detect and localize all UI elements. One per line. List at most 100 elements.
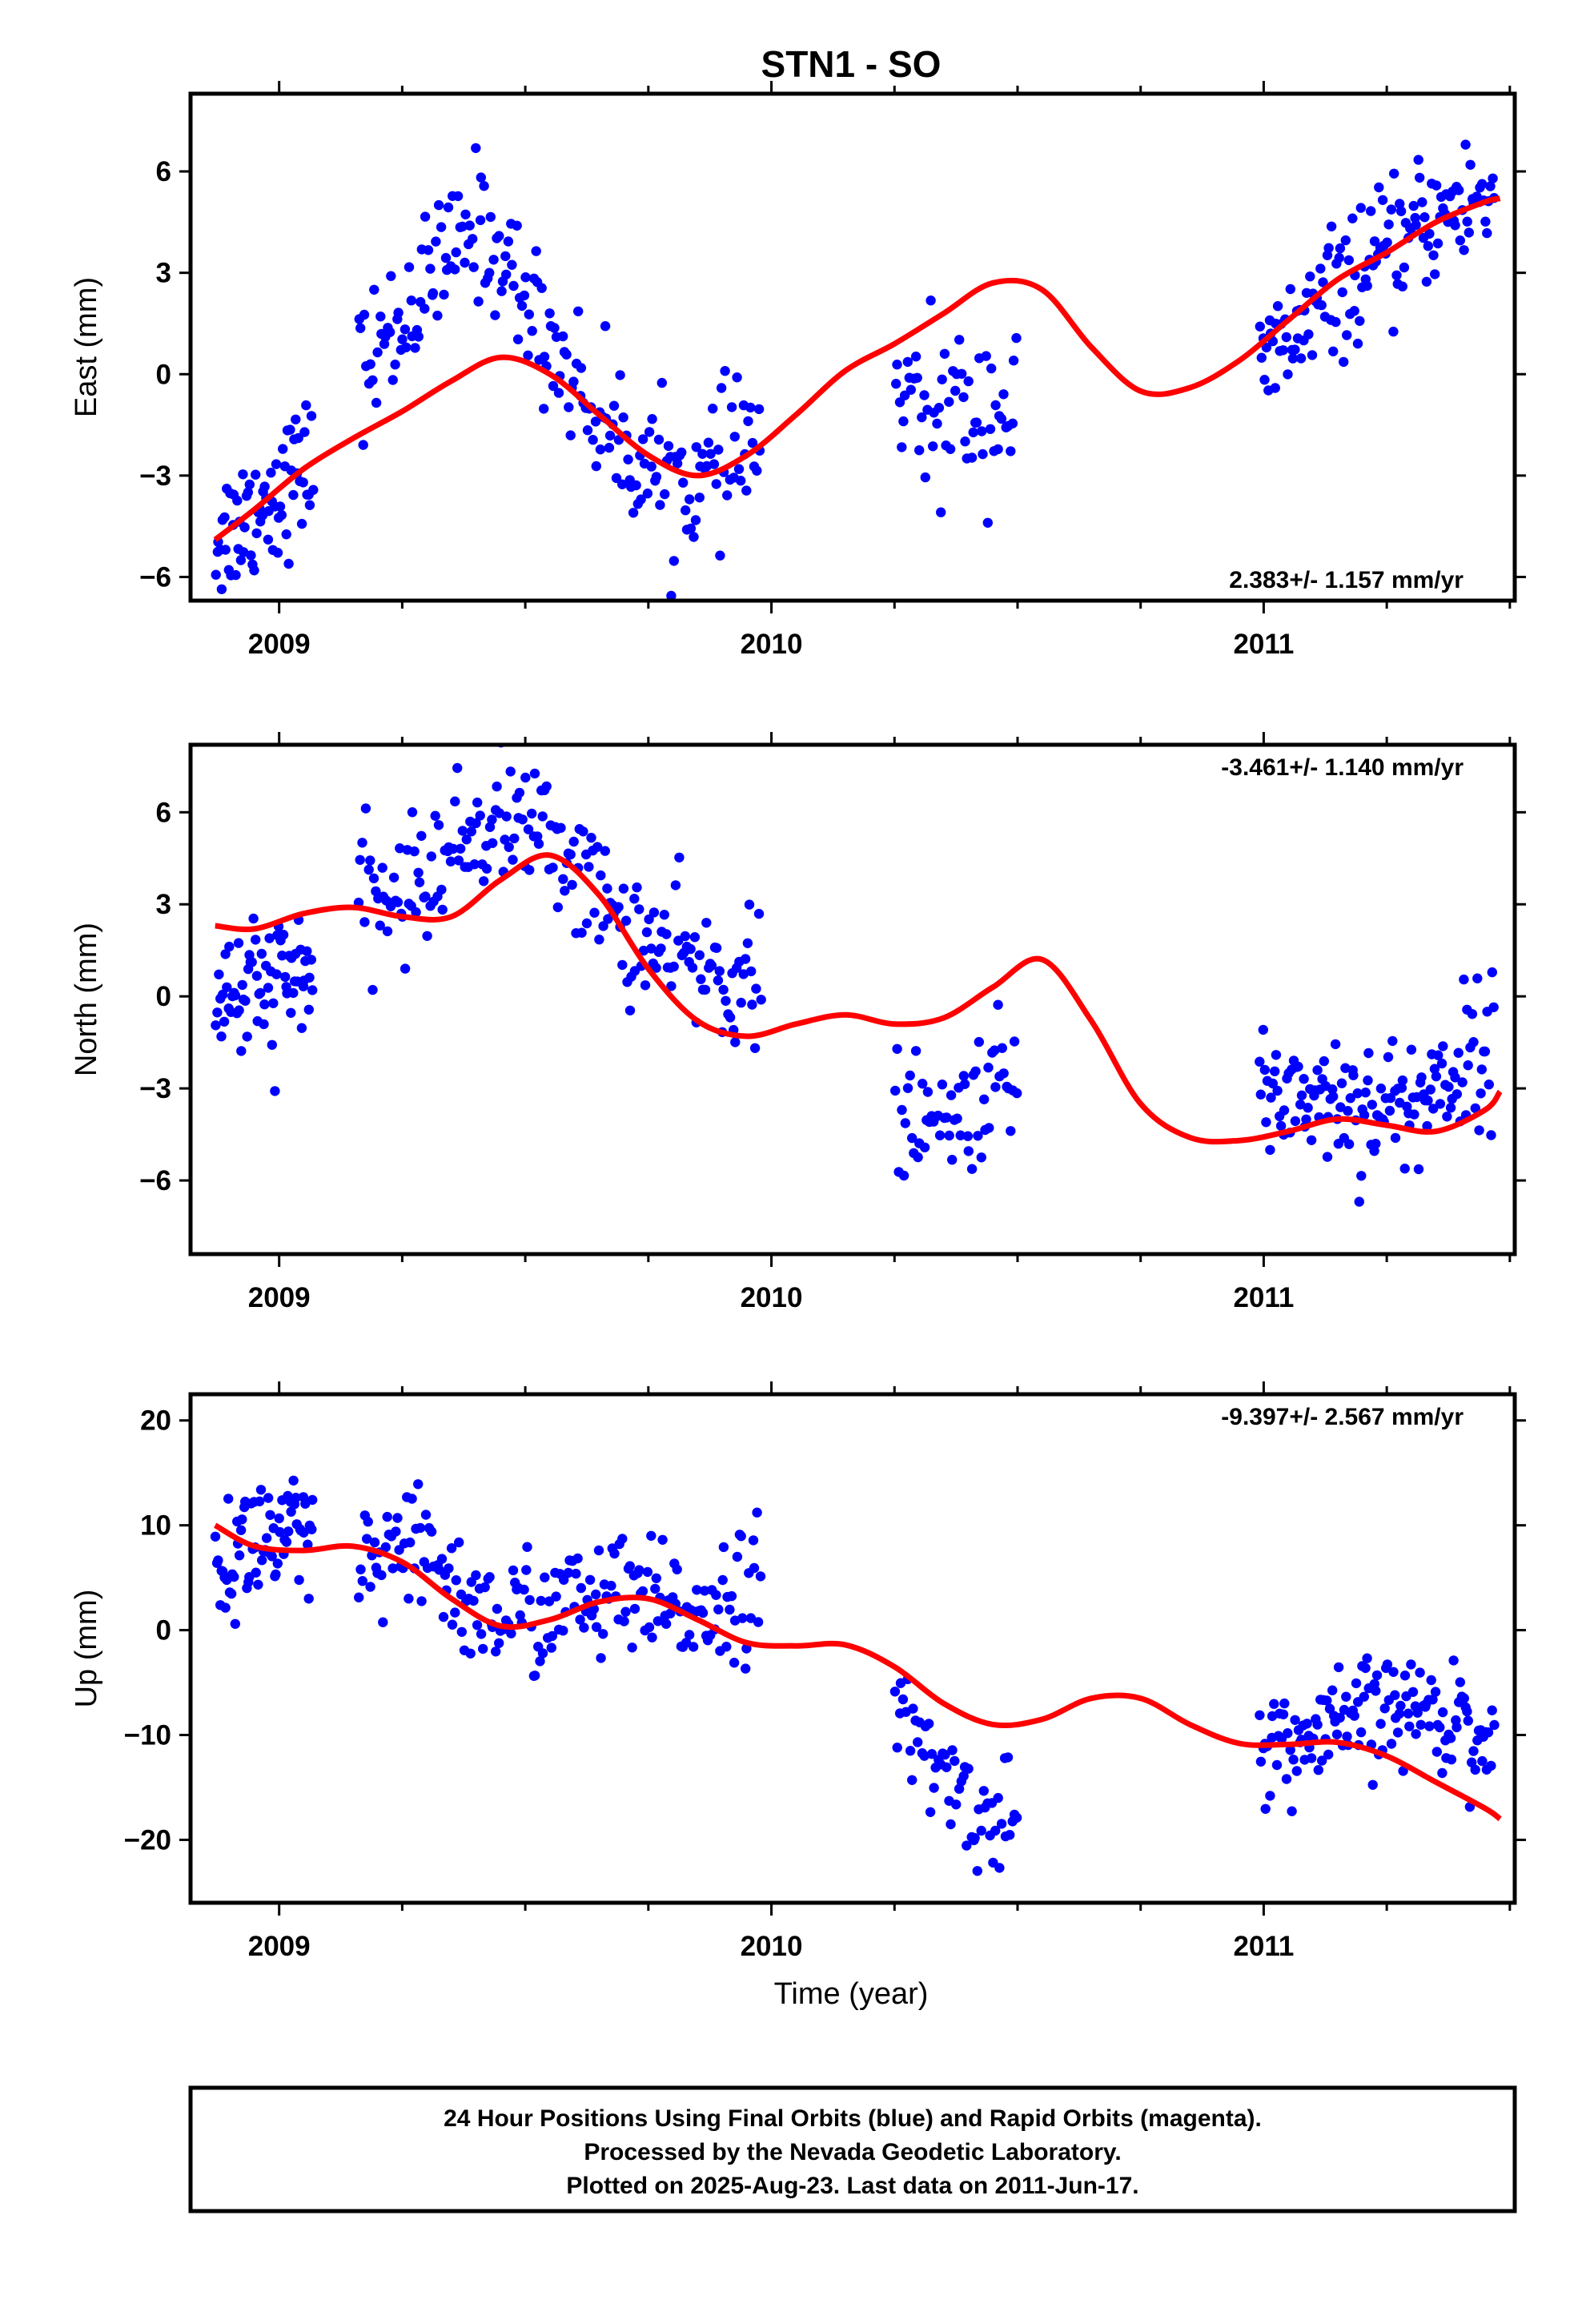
data-point xyxy=(257,1555,267,1566)
data-point xyxy=(1426,1675,1436,1686)
data-point xyxy=(1399,1671,1411,1681)
data-point xyxy=(268,998,279,1009)
data-point xyxy=(752,1507,762,1518)
data-point xyxy=(650,1583,661,1594)
data-point xyxy=(229,1571,239,1582)
data-point xyxy=(598,1629,608,1639)
data-point xyxy=(1341,1691,1351,1702)
x-tick-label: 2010 xyxy=(741,1931,803,1962)
data-point xyxy=(584,1574,596,1586)
data-point xyxy=(407,807,418,818)
data-point xyxy=(1470,1764,1480,1775)
up-panel: −20 −10 0 10 20 2009 2010 2011 Up (mm) -9.397+/- … xyxy=(70,1381,1526,1962)
data-point xyxy=(1345,1093,1356,1104)
data-point xyxy=(220,1602,231,1613)
data-point xyxy=(456,1626,467,1638)
data-point xyxy=(436,1554,448,1564)
data-point xyxy=(1384,1105,1395,1116)
data-point xyxy=(1415,1719,1426,1730)
data-point xyxy=(963,1146,974,1156)
data-point xyxy=(907,1775,917,1785)
data-point xyxy=(1349,306,1359,316)
data-point xyxy=(565,430,576,440)
data-point xyxy=(436,884,447,895)
data-point xyxy=(736,997,746,1008)
y-axis-label: Up (mm) xyxy=(70,1590,103,1708)
data-point xyxy=(1360,1088,1371,1098)
data-point xyxy=(259,999,270,1010)
data-point xyxy=(919,1751,930,1761)
data-point xyxy=(914,445,925,456)
data-point xyxy=(648,907,660,918)
data-point xyxy=(454,1537,464,1548)
data-point xyxy=(993,999,1003,1010)
data-points xyxy=(210,1475,1500,1876)
data-point xyxy=(357,1576,367,1586)
data-point xyxy=(240,995,251,1006)
data-point xyxy=(307,985,318,995)
data-point xyxy=(736,476,746,486)
data-point xyxy=(900,1118,911,1128)
data-point xyxy=(251,971,263,981)
data-point xyxy=(1433,1050,1443,1060)
data-point xyxy=(641,927,652,938)
data-point xyxy=(1435,1722,1445,1733)
data-point xyxy=(393,308,404,318)
data-point xyxy=(1430,1687,1441,1697)
data-point xyxy=(1459,245,1469,255)
data-point xyxy=(372,347,383,358)
data-point xyxy=(386,271,396,281)
trend-fit-line xyxy=(213,195,1501,542)
data-point xyxy=(219,1016,230,1027)
data-point xyxy=(440,252,452,263)
data-point xyxy=(936,507,946,517)
data-point xyxy=(547,1630,557,1642)
data-point xyxy=(713,444,724,455)
data-point xyxy=(264,933,275,943)
data-point xyxy=(890,1085,901,1096)
data-point xyxy=(1363,1047,1374,1059)
data-point xyxy=(1484,1080,1495,1090)
data-point xyxy=(905,1746,916,1756)
data-point xyxy=(475,215,486,226)
data-point xyxy=(919,390,930,400)
data-point xyxy=(596,870,606,881)
data-point xyxy=(1399,1164,1410,1174)
data-point xyxy=(404,262,415,272)
data-point xyxy=(1394,1708,1405,1719)
data-point xyxy=(730,1037,741,1047)
data-point xyxy=(588,435,598,445)
data-point xyxy=(294,1574,304,1586)
data-point xyxy=(1462,216,1472,227)
data-point xyxy=(1431,180,1442,191)
data-point xyxy=(1488,1002,1499,1013)
data-point xyxy=(653,434,665,445)
data-point xyxy=(1343,1106,1353,1116)
data-point xyxy=(235,555,247,565)
data-point xyxy=(304,500,315,510)
data-point xyxy=(1463,1060,1473,1071)
data-point xyxy=(978,1786,990,1796)
data-point xyxy=(286,1007,296,1019)
data-point xyxy=(669,961,679,972)
x-tick-label: 2009 xyxy=(248,1931,311,1962)
data-point xyxy=(481,863,492,874)
data-point xyxy=(745,1613,757,1623)
data-point xyxy=(1431,1747,1443,1757)
data-point xyxy=(990,1045,1000,1055)
data-point xyxy=(584,862,594,872)
data-point xyxy=(598,921,608,931)
data-point xyxy=(281,1537,292,1547)
data-point xyxy=(1267,1078,1279,1089)
data-point xyxy=(1007,418,1018,428)
data-point xyxy=(688,1642,699,1652)
data-point xyxy=(990,400,1001,411)
data-point xyxy=(983,1062,994,1073)
data-point xyxy=(278,930,289,940)
data-point xyxy=(629,894,640,904)
data-point xyxy=(1480,216,1491,227)
data-point xyxy=(966,452,978,463)
data-point xyxy=(522,1542,532,1552)
data-point xyxy=(365,855,375,866)
data-point xyxy=(285,424,295,435)
